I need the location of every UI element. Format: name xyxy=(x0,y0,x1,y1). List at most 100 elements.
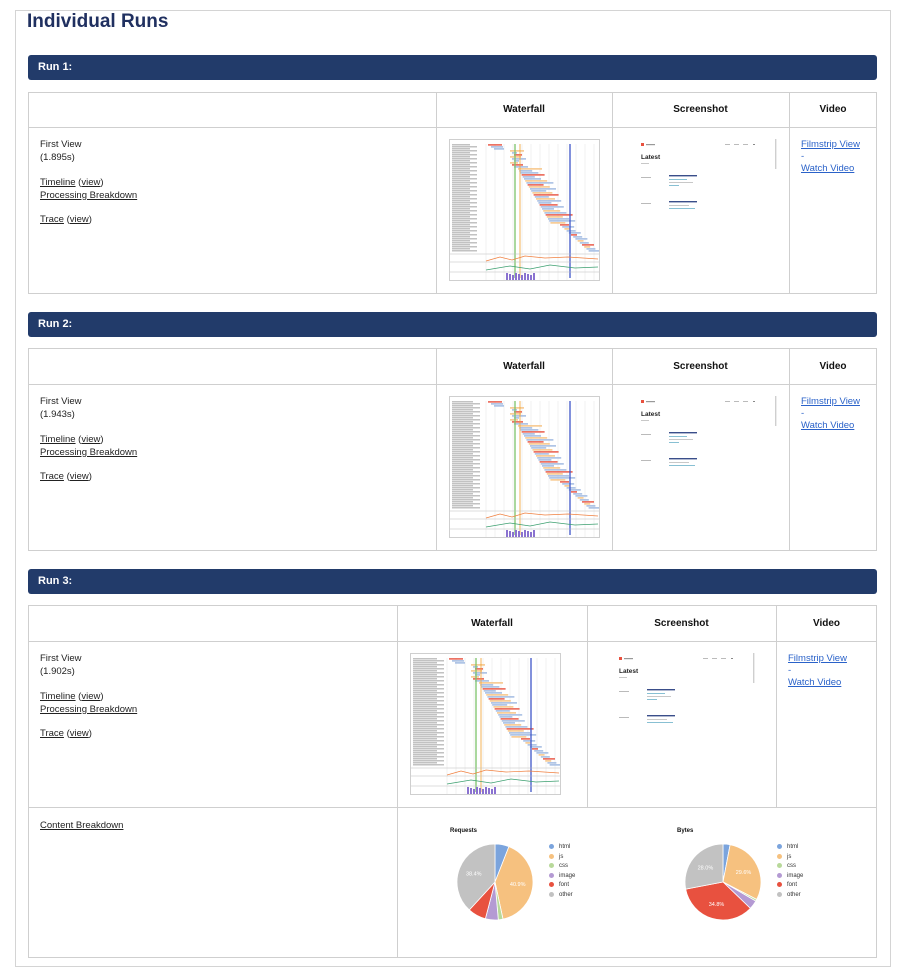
trace-view-link[interactable]: view xyxy=(69,728,89,739)
screenshot-thumbnail[interactable]: Latest xyxy=(617,653,757,733)
filmstrip-view-link[interactable]: Filmstrip View xyxy=(788,653,847,664)
legend-swatch xyxy=(549,843,554,849)
waterfall-graphic xyxy=(450,401,599,537)
legend-swatch xyxy=(777,882,782,888)
run-2-table: Waterfall Screenshot Video First View (1… xyxy=(28,348,877,551)
screenshot-thumbnail[interactable]: Latest xyxy=(639,396,779,476)
trace-link[interactable]: Trace xyxy=(40,214,64,225)
legend-swatch xyxy=(777,843,782,849)
run-3-info: First View (1.902s) Timeline (view) Proc… xyxy=(40,653,138,739)
pie-label-other: 28.0% xyxy=(698,865,714,871)
pie-slice-font xyxy=(685,881,751,921)
run-2-header: Run 2: xyxy=(28,312,877,337)
video-column-header: Video xyxy=(819,104,847,115)
load-time: (1.895s) xyxy=(40,151,75,163)
legend-item-css: css xyxy=(549,862,575,872)
run-1-video-links: Filmstrip View - Watch Video xyxy=(801,139,860,175)
pie-label-font: 34.8% xyxy=(709,902,725,908)
pie-slice-js xyxy=(494,846,534,920)
processing-breakdown-link[interactable]: Processing Breakdown xyxy=(40,446,138,458)
load-time: (1.902s) xyxy=(40,665,75,677)
processing-breakdown-link[interactable]: Processing Breakdown xyxy=(40,189,138,201)
legend-label: other xyxy=(559,891,573,898)
trace-view-link[interactable]: view xyxy=(69,471,89,482)
requests-legend: html js css image font other xyxy=(549,843,575,901)
legend-swatch xyxy=(549,891,554,897)
link-separator: - xyxy=(801,151,805,162)
waterfall-column-header: Waterfall xyxy=(503,104,545,115)
screenshot-thumbnail[interactable]: Latest xyxy=(639,139,779,219)
run-2-info: First View (1.943s) Timeline (view) Proc… xyxy=(40,396,138,482)
timeline-link[interactable]: Timeline xyxy=(40,434,76,445)
video-column-header: Video xyxy=(819,361,847,372)
page-frame xyxy=(15,10,891,967)
legend-item-html: html xyxy=(777,843,803,853)
legend-label: css xyxy=(787,863,796,870)
waterfall-thumbnail[interactable] xyxy=(410,653,561,795)
run-1-table: Waterfall Screenshot Video First View (1… xyxy=(28,92,877,294)
legend-swatch xyxy=(549,882,554,888)
timeline-link[interactable]: Timeline xyxy=(40,177,76,188)
timeline-link[interactable]: Timeline xyxy=(40,691,76,702)
filmstrip-view-link[interactable]: Filmstrip View xyxy=(801,396,860,407)
timeline-view-link[interactable]: view xyxy=(81,434,101,445)
content-breakdown-link[interactable]: Content Breakdown xyxy=(40,820,124,831)
watch-video-link[interactable]: Watch Video xyxy=(801,420,855,431)
legend-swatch xyxy=(549,863,554,869)
link-separator: - xyxy=(788,665,792,676)
waterfall-graphic xyxy=(411,658,560,794)
trace-link[interactable]: Trace xyxy=(40,728,64,739)
timeline-view-link[interactable]: view xyxy=(81,691,101,702)
svg-text:Latest: Latest xyxy=(641,154,661,161)
bytes-pie-title: Bytes xyxy=(677,828,694,834)
legend-label: css xyxy=(559,863,568,870)
legend-label: js xyxy=(787,853,792,860)
waterfall-thumbnail[interactable] xyxy=(449,139,600,281)
screenshot-column-header: Screenshot xyxy=(673,361,728,372)
bytes-pie-chart: 29.6% 34.8% 28.0% xyxy=(684,843,762,921)
filmstrip-view-link[interactable]: Filmstrip View xyxy=(801,139,860,150)
trace-view-link[interactable]: view xyxy=(69,214,89,225)
legend-item-other: other xyxy=(777,891,803,901)
content-breakdown-cell: Content Breakdown xyxy=(40,820,123,833)
watch-video-link[interactable]: Watch Video xyxy=(788,677,842,688)
trace-link[interactable]: Trace xyxy=(40,471,64,482)
legend-swatch xyxy=(777,891,782,897)
legend-label: font xyxy=(787,882,798,889)
watch-video-link[interactable]: Watch Video xyxy=(801,163,855,174)
legend-label: other xyxy=(787,891,801,898)
legend-item-html: html xyxy=(549,843,575,853)
page-title: Individual Runs xyxy=(27,11,169,32)
legend-swatch xyxy=(549,872,554,878)
waterfall-thumbnail[interactable] xyxy=(449,396,600,538)
legend-label: html xyxy=(787,844,799,850)
legend-swatch xyxy=(777,863,782,869)
svg-text:Latest: Latest xyxy=(641,411,661,418)
screenshot-column-header: Screenshot xyxy=(673,104,728,115)
screenshot-graphic: Latest xyxy=(619,653,755,723)
screenshot-graphic: Latest xyxy=(641,139,777,209)
processing-breakdown-link[interactable]: Processing Breakdown xyxy=(40,703,138,715)
video-column-header: Video xyxy=(812,618,841,629)
load-time: (1.943s) xyxy=(40,408,75,420)
run-1-header: Run 1: xyxy=(28,55,877,80)
run-1-info: First View (1.895s) Timeline (view) Proc… xyxy=(40,139,138,225)
screenshot-column-header: Screenshot xyxy=(654,618,709,629)
svg-text:Latest: Latest xyxy=(619,668,639,675)
legend-item-js: js xyxy=(549,853,575,863)
run-2-video-links: Filmstrip View - Watch Video xyxy=(801,396,860,432)
link-separator: - xyxy=(801,408,805,419)
waterfall-column-header: Waterfall xyxy=(471,618,513,629)
run-3-header: Run 3: xyxy=(28,569,877,594)
timeline-view-link[interactable]: view xyxy=(81,177,101,188)
pie-label-js: 40.9% xyxy=(510,882,526,888)
legend-label: html xyxy=(559,844,571,850)
legend-item-image: image xyxy=(777,872,803,882)
legend-swatch xyxy=(777,853,782,859)
run-3-table: Waterfall Screenshot Video First View (1… xyxy=(28,605,877,958)
pie-label-js: 29.6% xyxy=(736,870,752,876)
first-view-label: First View xyxy=(40,653,82,664)
pie-label-other: 38.4% xyxy=(466,872,482,878)
legend-swatch xyxy=(777,872,782,878)
requests-pie-chart: 40.9% 38.4% xyxy=(456,843,534,921)
